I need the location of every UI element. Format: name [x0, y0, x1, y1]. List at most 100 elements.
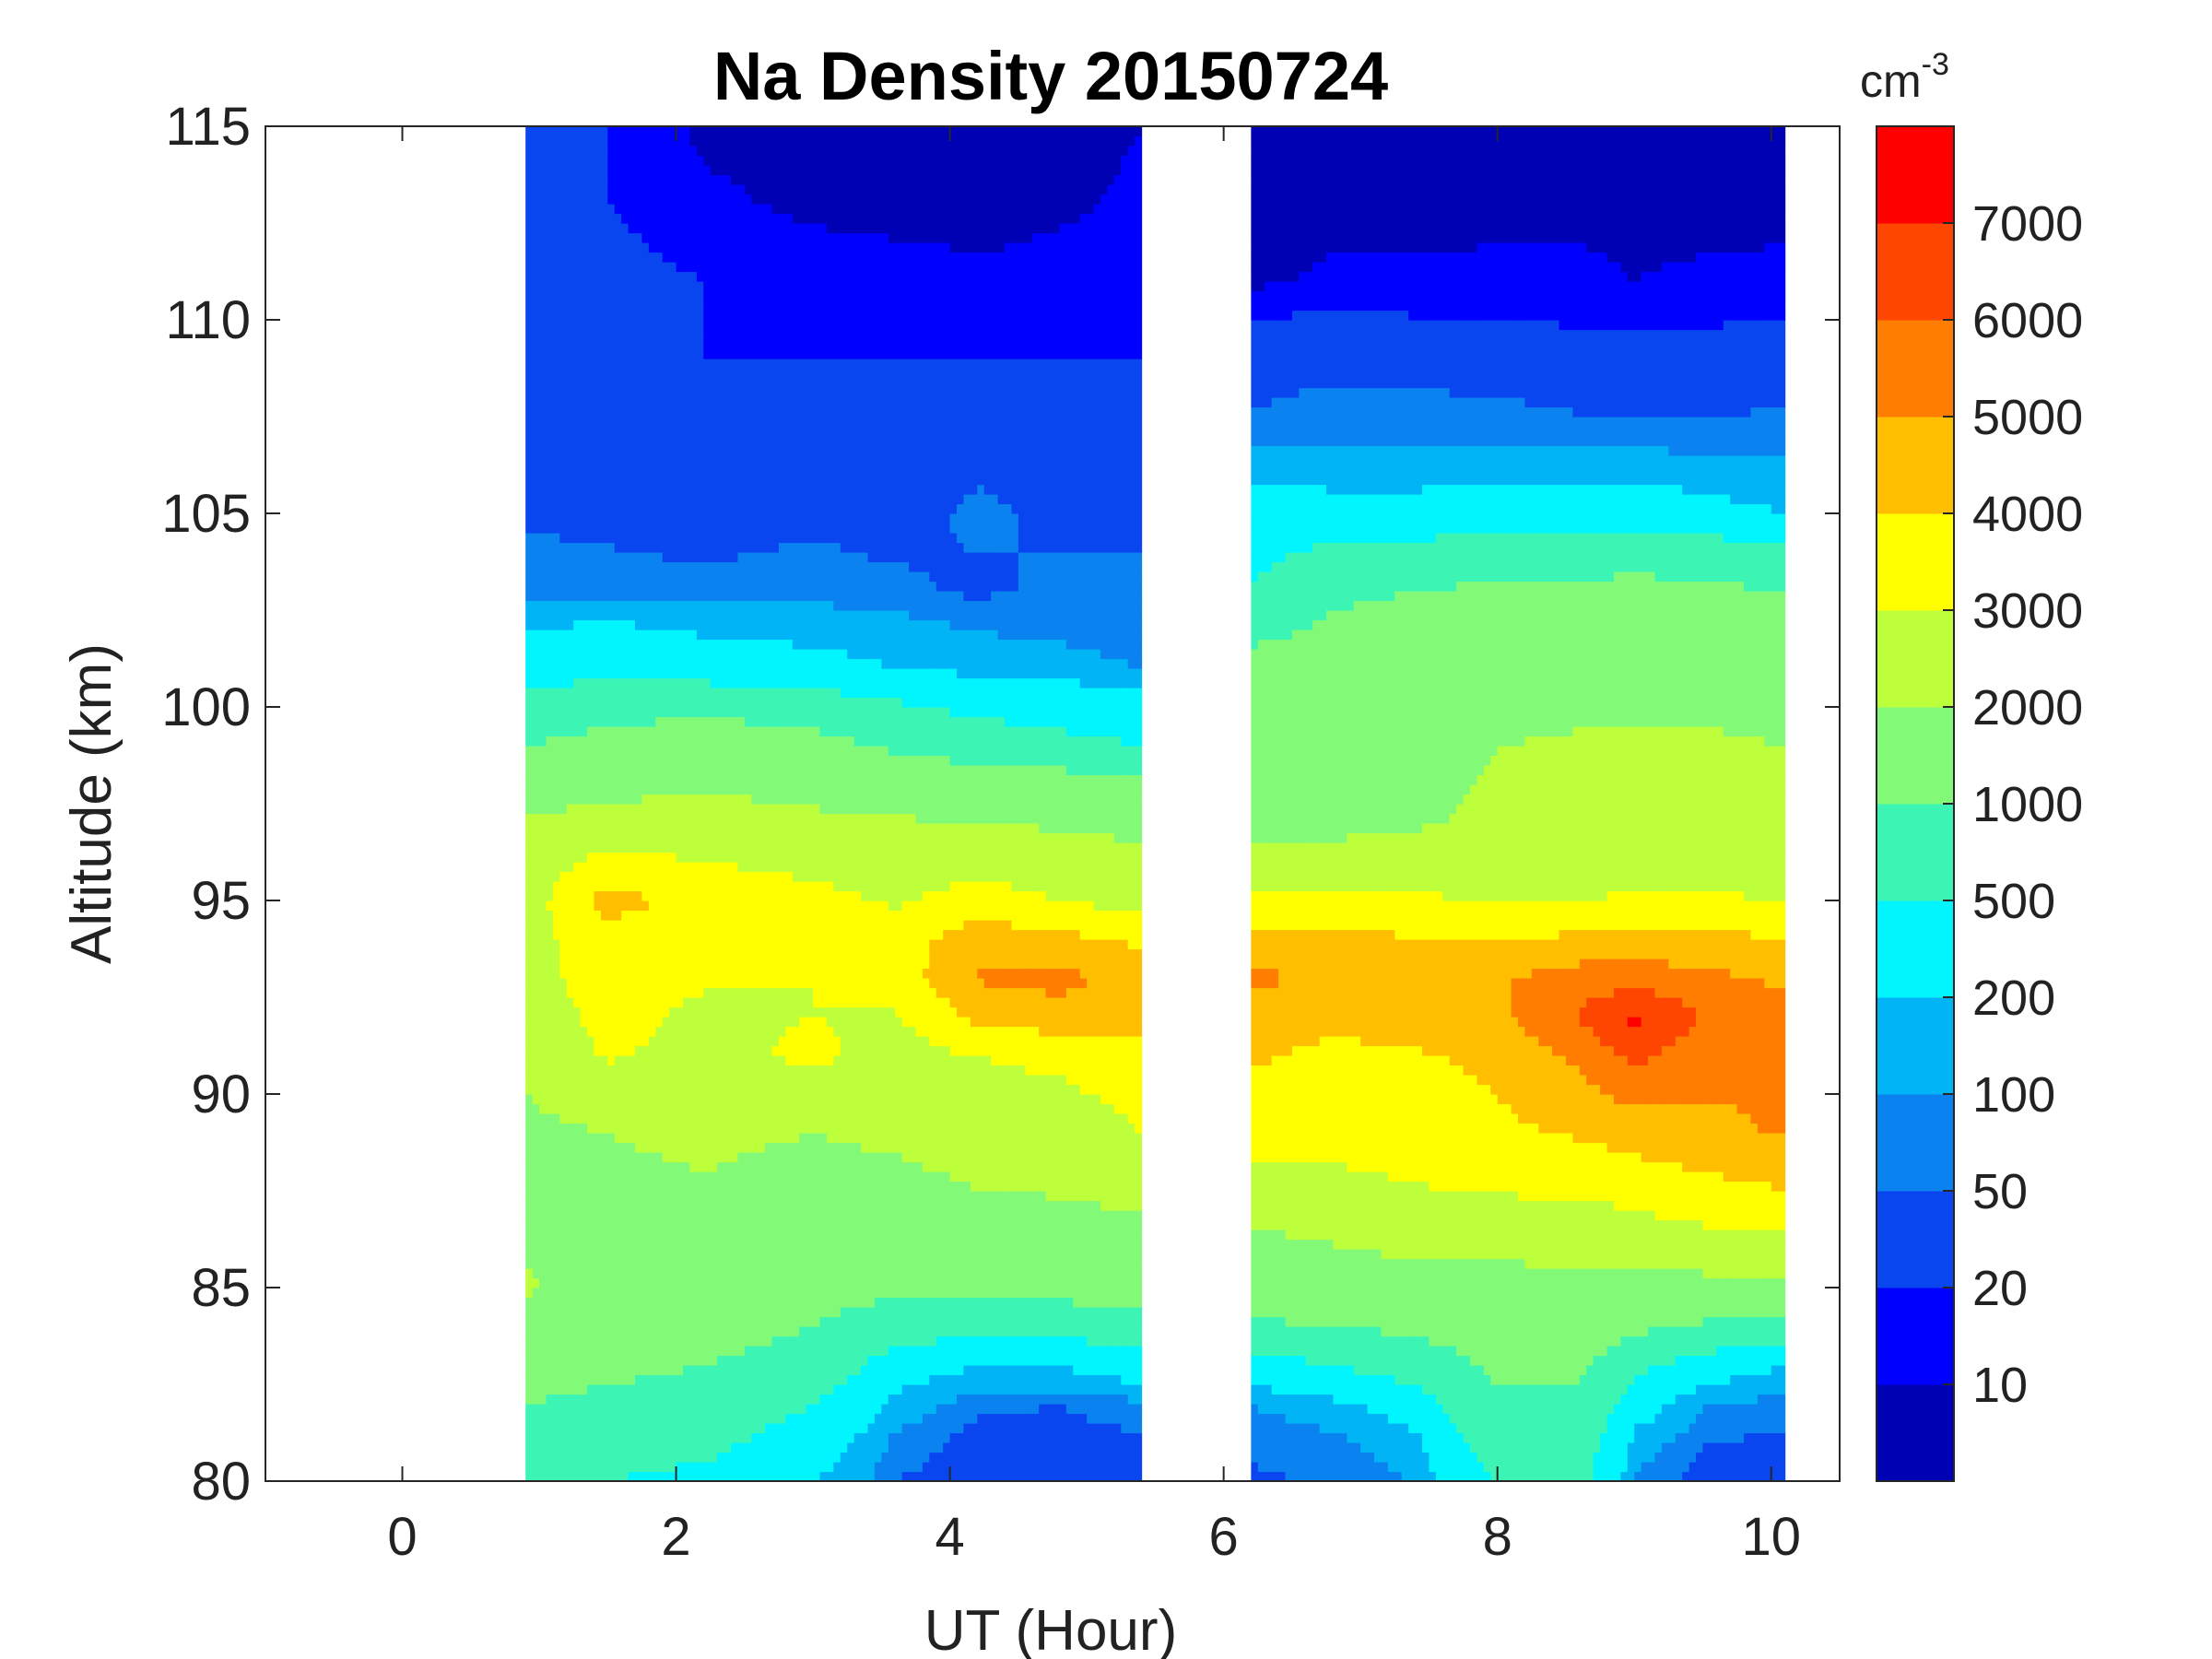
density-cell — [621, 1346, 629, 1357]
density-cell — [587, 600, 595, 611]
density-cell — [573, 1326, 582, 1337]
density-cell — [737, 804, 746, 815]
density-cell — [635, 1307, 643, 1318]
density-cell — [669, 862, 677, 873]
density-cell — [532, 1432, 540, 1443]
density-cell — [641, 561, 650, 572]
density-cell — [744, 1133, 752, 1144]
density-cell — [744, 1316, 752, 1327]
density-cell — [539, 600, 547, 611]
density-cell — [628, 242, 636, 253]
density-cell — [737, 194, 746, 205]
density-cell — [635, 1326, 643, 1337]
density-cell — [737, 1210, 746, 1221]
density-cell — [566, 1442, 574, 1453]
density-cell — [751, 1181, 759, 1192]
density-cell — [710, 397, 718, 408]
density-cell — [717, 746, 725, 757]
density-cell — [648, 1171, 656, 1182]
density-cell — [539, 968, 547, 979]
density-cell — [710, 387, 718, 398]
density-cell — [594, 987, 602, 998]
density-cell — [737, 484, 746, 495]
density-cell — [717, 455, 725, 466]
density-cell — [669, 716, 677, 727]
density-cell — [559, 716, 568, 727]
density-cell — [676, 135, 684, 147]
density-cell — [710, 649, 718, 660]
density-cell — [552, 997, 560, 1008]
density-cell — [552, 1065, 560, 1076]
density-cell — [552, 726, 560, 737]
density-cell — [600, 1316, 608, 1327]
density-cell — [552, 1268, 560, 1279]
density-cell — [696, 320, 704, 331]
density-cell — [710, 329, 718, 340]
density-cell — [566, 920, 574, 931]
density-cell — [539, 1152, 547, 1163]
density-cell — [676, 823, 684, 834]
density-cell — [758, 320, 766, 331]
density-cell — [628, 1045, 636, 1056]
density-cell — [703, 494, 712, 505]
density-cell — [635, 649, 643, 660]
density-cell — [724, 436, 732, 447]
density-cell — [580, 194, 588, 205]
density-cell — [573, 1452, 582, 1463]
density-cell — [676, 639, 684, 650]
density-cell — [628, 503, 636, 514]
density-cell — [532, 959, 540, 970]
density-cell — [737, 552, 746, 563]
density-cell — [689, 194, 698, 205]
density-cell — [628, 1365, 636, 1376]
density-cell — [614, 978, 622, 989]
density-cell — [552, 890, 560, 901]
density-cell — [546, 135, 554, 147]
density-cell — [573, 184, 582, 195]
density-cell — [641, 1152, 650, 1163]
density-cell — [525, 1462, 534, 1473]
density-cell — [696, 1075, 704, 1086]
density-cell — [635, 881, 643, 892]
density-cell — [648, 1268, 656, 1279]
density-cell — [580, 348, 588, 359]
density-cell — [532, 804, 540, 815]
density-cell — [525, 1152, 534, 1163]
density-cell — [587, 920, 595, 931]
density-cell — [573, 348, 582, 359]
density-cell — [573, 436, 582, 447]
density-cell — [566, 1017, 574, 1028]
density-cell — [594, 591, 602, 602]
density-cell — [730, 1055, 738, 1066]
density-cell — [614, 707, 622, 718]
density-cell — [676, 503, 684, 514]
density-cell — [614, 910, 622, 921]
density-cell — [689, 339, 698, 350]
density-cell — [676, 1307, 684, 1318]
density-cell — [682, 881, 691, 892]
density-cell — [641, 1181, 650, 1192]
density-cell — [655, 677, 664, 688]
density-cell — [689, 436, 698, 447]
density-cell — [539, 735, 547, 747]
density-cell — [546, 1084, 554, 1095]
density-cell — [682, 348, 691, 359]
density-cell — [607, 948, 616, 959]
density-cell — [546, 1452, 554, 1463]
density-cell — [758, 794, 766, 805]
density-cell — [662, 571, 670, 582]
density-cell — [580, 697, 588, 708]
density-cell — [655, 668, 664, 679]
density-cell — [662, 533, 670, 544]
density-cell — [730, 1288, 738, 1299]
density-cell — [600, 445, 608, 456]
density-cell — [655, 1133, 664, 1144]
density-cell — [710, 1191, 718, 1202]
density-cell — [765, 1065, 773, 1076]
density-cell — [532, 1133, 540, 1144]
density-cell — [546, 417, 554, 428]
density-cell — [587, 436, 595, 447]
density-cell — [628, 794, 636, 805]
density-cell — [594, 1133, 602, 1144]
density-cell — [580, 959, 588, 970]
